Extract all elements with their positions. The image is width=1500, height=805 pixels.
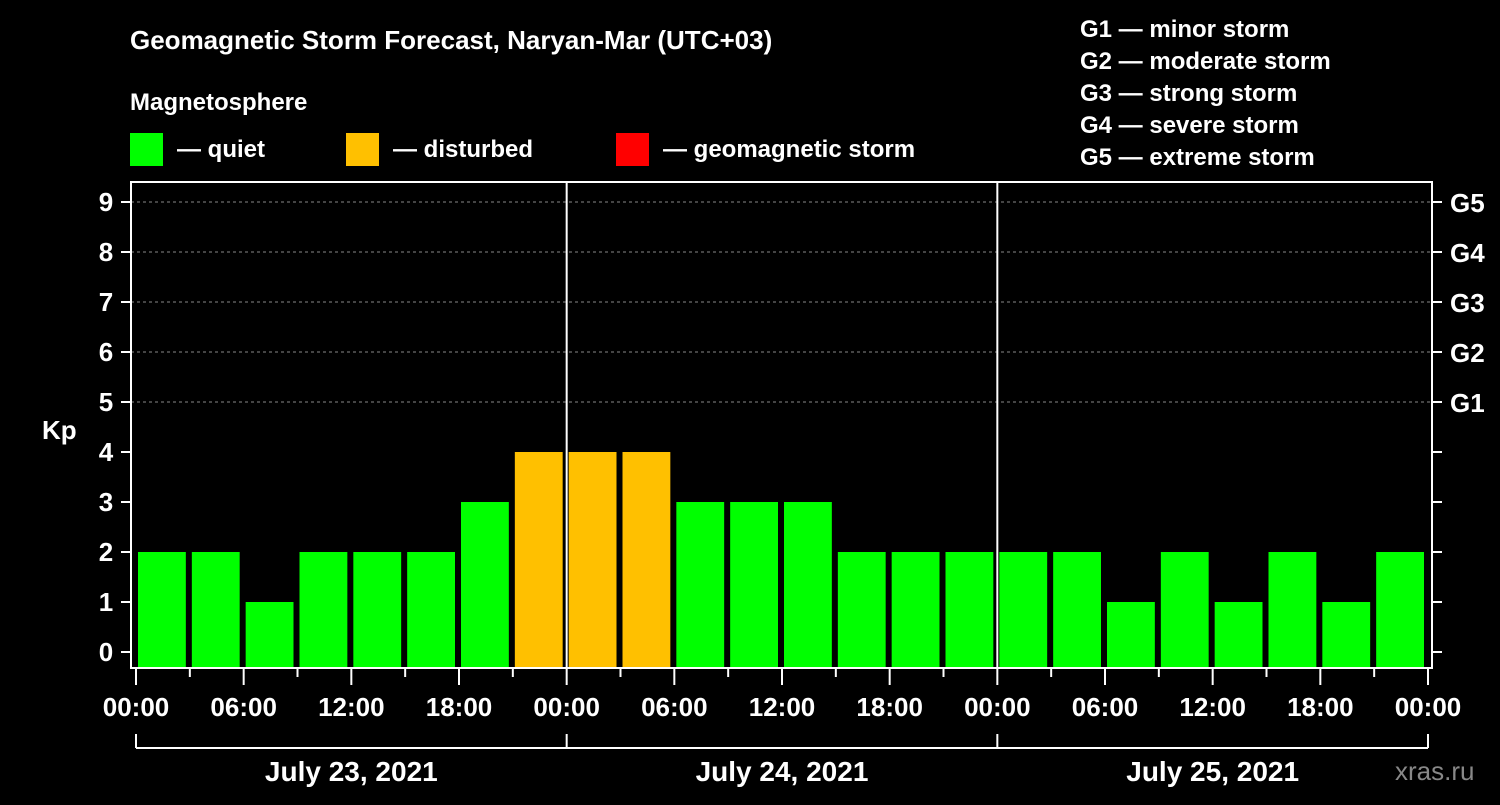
y-tick-label: 2 [99, 537, 113, 567]
kp-bar [891, 552, 940, 668]
legend-label: — disturbed [393, 136, 533, 163]
kp-bar [1268, 552, 1317, 668]
storm-scale-item: G3 — strong storm [1080, 80, 1297, 107]
kp-bar [1053, 552, 1101, 668]
kp-bar [945, 552, 994, 668]
y-tick-label: 3 [99, 487, 113, 517]
kp-bar [191, 552, 240, 668]
kp-bar [1160, 552, 1209, 668]
kp-bar [514, 452, 563, 668]
x-tick-label: 06:00 [641, 692, 708, 722]
x-tick-label: 18:00 [856, 692, 923, 722]
y-tick-label: 0 [99, 637, 113, 667]
kp-bar [568, 452, 617, 668]
day-label: July 23, 2021 [265, 756, 438, 787]
kp-bar [622, 452, 671, 668]
storm-scale-item: G4 — severe storm [1080, 112, 1299, 139]
kp-bar [299, 552, 348, 668]
chart-title: Geomagnetic Storm Forecast, Naryan-Mar (… [130, 25, 772, 55]
watermark: xras.ru [1395, 756, 1474, 786]
x-tick-label: 18:00 [426, 692, 493, 722]
y-tick-label: 9 [99, 187, 113, 217]
x-tick-label: 12:00 [1179, 692, 1246, 722]
kp-bar [1322, 602, 1371, 668]
legend-swatch [130, 133, 163, 166]
kp-bar [784, 502, 832, 668]
kp-bar [676, 502, 725, 668]
x-tick-label: 00:00 [964, 692, 1031, 722]
y-tick-label: 4 [99, 437, 114, 467]
x-tick-label: 06:00 [1072, 692, 1139, 722]
storm-scale-legend: G1 — minor storm G2 — moderate storm G3 — … [1080, 16, 1331, 171]
x-tick-label: 00:00 [1395, 692, 1462, 722]
x-tick-label: 00:00 [533, 692, 600, 722]
storm-level-label: G4 [1450, 238, 1485, 268]
day-label: July 25, 2021 [1126, 756, 1299, 787]
storm-level-label: G5 [1450, 188, 1485, 218]
kp-bar [138, 552, 186, 668]
kp-bar [1214, 602, 1263, 668]
y-tick-label: 7 [99, 287, 113, 317]
legend-label: — geomagnetic storm [663, 136, 915, 163]
grid [131, 201, 1432, 403]
kp-bar [1376, 552, 1424, 668]
bars [138, 452, 1424, 668]
legend-title: Magnetosphere [130, 89, 307, 116]
kp-bar [730, 502, 778, 668]
legend-swatch [616, 133, 649, 166]
x-tick-label: 12:00 [749, 692, 816, 722]
storm-scale-item: G2 — moderate storm [1080, 48, 1331, 75]
storm-scale-item: G5 — extreme storm [1080, 144, 1315, 171]
storm-level-label: G3 [1450, 288, 1485, 318]
x-tick-label: 00:00 [103, 692, 170, 722]
day-label: July 24, 2021 [696, 756, 869, 787]
y-axis-label: Kp [42, 415, 77, 445]
storm-level-label: G1 [1450, 388, 1485, 418]
y-tick-label: 6 [99, 337, 113, 367]
kp-bar [245, 602, 294, 668]
kp-bar [1107, 602, 1155, 668]
y-tick-label: 1 [99, 587, 113, 617]
storm-level-label: G2 [1450, 338, 1485, 368]
kp-bar [999, 552, 1048, 668]
y-tick-label: 8 [99, 237, 113, 267]
kp-bar [461, 502, 509, 668]
x-tick-label: 12:00 [318, 692, 385, 722]
y-tick-label: 5 [99, 387, 113, 417]
x-tick-label: 18:00 [1287, 692, 1354, 722]
axes: 0 1 2 3 4 5 6 7 8 9 G1 G2 G3 G4 G5 00:00 06:00 12:00 18:00… [99, 181, 1485, 787]
x-tick-label: 06:00 [210, 692, 277, 722]
kp-bar [353, 552, 402, 668]
legend-swatch [346, 133, 379, 166]
legend: — quiet — disturbed — geomagnetic storm [130, 133, 915, 166]
kp-bar [837, 552, 886, 668]
legend-label: — quiet [177, 136, 265, 163]
storm-scale-item: G1 — minor storm [1080, 16, 1289, 43]
kp-bar [407, 552, 455, 668]
